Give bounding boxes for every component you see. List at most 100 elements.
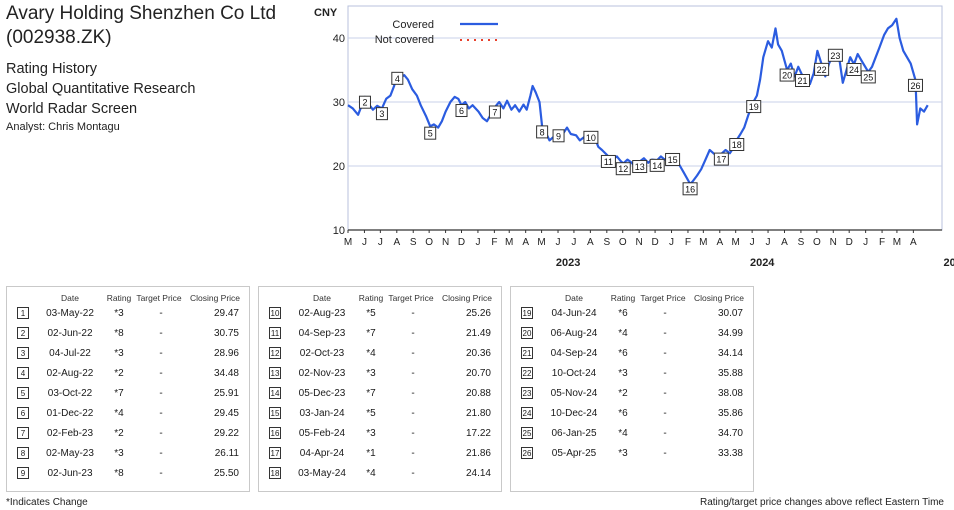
rating-marker: 20 [779,68,795,82]
plot-frame [347,5,943,231]
row-number: 5 [17,387,29,399]
row-rating: *6 [618,308,628,319]
svg-text:3: 3 [379,109,384,119]
row-number: 22 [521,367,533,379]
row-target: - [411,368,415,379]
row-close: 21.86 [465,448,491,459]
month-label: M [699,237,707,248]
table-row: 11 04-Sep-23 *7 - 21.49 [259,325,501,343]
subtitle-rating-history: Rating History [6,61,98,77]
row-rating: *7 [366,388,376,399]
row-number: 25 [521,427,533,439]
row-rating: *4 [366,348,376,359]
row-number: 10 [269,307,281,319]
row-rating: *3 [366,368,376,379]
row-target: - [663,388,667,399]
row-close: 20.88 [465,388,491,399]
table-row: 6 01-Dec-22 *4 - 29.45 [7,405,249,423]
rating-marker: 8 [536,125,549,139]
row-number: 26 [521,447,533,459]
row-number: 1 [17,307,29,319]
row-target: - [663,328,667,339]
month-label: F [685,237,691,248]
row-date: 05-Dec-23 [298,388,346,399]
table-row: 12 02-Oct-23 *4 - 20.36 [259,345,501,363]
svg-text:2: 2 [362,98,367,108]
month-label: O [619,237,627,248]
row-rating: *2 [114,368,124,379]
legend-covered-label: Covered [392,19,434,31]
svg-text:23: 23 [830,51,840,61]
table-row: 1 03-May-22 *3 - 29.47 [7,305,249,323]
row-rating: *4 [618,328,628,339]
table-row: 8 02-May-23 *3 - 26.11 [7,445,249,463]
ticker: (002938.ZK) [6,27,112,48]
row-rating: *1 [366,448,376,459]
row-close: 24.14 [465,468,491,479]
svg-text:25: 25 [863,72,873,82]
table-row: 20 06-Aug-24 *4 - 34.99 [511,325,753,343]
rating-marker: 17 [713,152,729,166]
table-row: 23 05-Nov-24 *2 - 38.08 [511,385,753,403]
row-number: 13 [269,367,281,379]
table-header: Date Rating Target Price Closing Price [7,293,249,305]
row-date: 02-Aug-22 [46,368,94,379]
row-close: 20.70 [465,368,491,379]
row-number: 9 [17,467,29,479]
legend-not-covered-label: Not covered [375,34,434,46]
row-rating: *7 [366,328,376,339]
row-target: - [411,468,415,479]
rating-marker: 22 [814,62,830,76]
month-label: J [750,237,755,248]
rating-header: Rating [610,293,636,303]
row-number: 6 [17,407,29,419]
row-rating: *4 [114,408,124,419]
month-label: M [505,237,513,248]
date-header: Date [61,293,79,303]
row-date: 03-Jan-24 [299,408,345,419]
month-label: D [651,237,658,248]
table-row: 25 06-Jan-25 *4 - 34.70 [511,425,753,443]
month-label: N [830,237,837,248]
timezone-note: Rating/target price changes above reflec… [699,497,944,508]
row-number: 4 [17,367,29,379]
row-rating: *5 [366,408,376,419]
close-header: Closing Price [441,293,493,303]
svg-text:8: 8 [540,127,545,137]
table-row: 5 03-Oct-22 *7 - 25.91 [7,385,249,403]
row-target: - [663,348,667,359]
svg-text:21: 21 [798,76,808,86]
svg-text:19: 19 [749,102,759,112]
row-close: 25.91 [213,388,239,399]
target-header: Target Price [640,293,686,303]
rating-marker: 13 [632,160,648,174]
month-label: M [732,237,740,248]
row-date: 02-Feb-23 [46,428,94,439]
row-date: 02-Aug-23 [298,308,346,319]
row-number: 24 [521,407,533,419]
row-target: - [411,388,415,399]
svg-text:18: 18 [732,140,742,150]
row-number: 18 [269,467,281,479]
row-target: - [159,428,163,439]
rating-marker: 15 [665,152,681,166]
row-target: - [411,348,415,359]
row-target: - [411,328,415,339]
rating-table-1: Date Rating Target Price Closing Price 1 03-M… [6,286,250,492]
month-label: M [893,237,901,248]
rating-marker: 2 [358,95,371,109]
table-row: 13 02-Nov-23 *3 - 20.70 [259,365,501,383]
svg-text:7: 7 [492,107,497,117]
month-label: M [537,237,545,248]
covered-series-line [347,17,929,185]
rating-marker: 26 [907,78,923,92]
row-rating: *8 [114,468,124,479]
rating-marker: 10 [583,130,599,144]
row-date: 04-Jul-22 [49,348,91,359]
row-number: 15 [269,407,281,419]
row-close: 21.80 [465,408,491,419]
month-label: N [636,237,643,248]
row-date: 04-Apr-24 [299,448,345,459]
row-close: 21.49 [465,328,491,339]
row-number: 14 [269,387,281,399]
